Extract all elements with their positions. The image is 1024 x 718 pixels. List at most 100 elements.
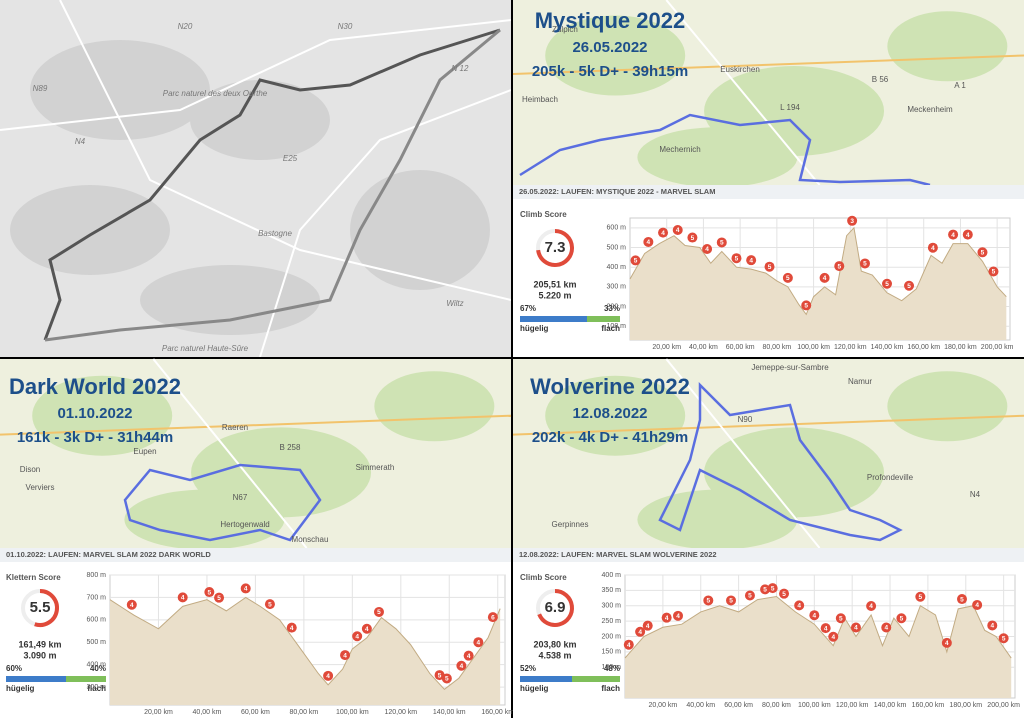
x-tick-label: 100,00 km — [336, 709, 369, 716]
panel-title: Dark World 2022 — [9, 374, 181, 399]
route — [519, 113, 931, 187]
x-tick-label: 40,00 km — [193, 709, 222, 716]
climb-marker — [623, 639, 634, 650]
map-label: Raeren — [222, 423, 248, 432]
map-woods — [637, 127, 798, 188]
climb-marker-label: 4 — [638, 629, 642, 636]
map-label: Dison — [20, 465, 40, 474]
distance: 203,80 km — [533, 639, 576, 649]
split-bar — [6, 676, 66, 682]
x-tick-label: 120,00 km — [834, 344, 867, 351]
climb-marker-label: 5 — [839, 615, 843, 622]
map-label: Verviers — [26, 483, 55, 492]
climb-marker — [819, 272, 830, 283]
x-tick-label: 140,00 km — [874, 702, 907, 709]
climb-marker-label: 5 — [691, 235, 695, 242]
climb-marker-label: 5 — [863, 261, 867, 268]
climb-marker — [828, 631, 839, 642]
map-label: Profondeville — [867, 473, 914, 482]
x-tick-label: 160,00 km — [912, 702, 945, 709]
climb-marker — [487, 612, 498, 623]
map-road — [512, 54, 1024, 75]
panel-header-text: 12.08.2022: LAUFEN: MARVEL SLAM WOLVERIN… — [519, 550, 717, 559]
panel-date: 01.10.2022 — [57, 405, 132, 422]
climb-marker-label: 5 — [720, 240, 724, 247]
climb-marker — [373, 606, 384, 617]
y-tick-label: 300 m — [602, 603, 622, 610]
climb-marker — [782, 272, 793, 283]
y-tick-label: 400 m — [607, 264, 627, 271]
split-bar — [66, 676, 106, 682]
split-pct: 40% — [90, 664, 106, 673]
y-tick-label: 100 m — [607, 323, 627, 330]
map-label: N90 — [738, 415, 753, 424]
climb-marker-label: 4 — [181, 595, 185, 602]
map-woods — [124, 489, 285, 550]
climb-marker-label: 4 — [676, 227, 680, 234]
climb-marker — [264, 599, 275, 610]
climb-marker-label: 5 — [804, 303, 808, 310]
x-tick-label: 80,00 km — [762, 702, 791, 709]
climb-marker — [760, 584, 771, 595]
panel-header — [513, 185, 1024, 199]
map-label: N67 — [233, 493, 248, 502]
climb-marker — [915, 591, 926, 602]
map-label: N4 — [970, 490, 981, 499]
climb-marker — [726, 595, 737, 606]
climb-marker-label: 5 — [729, 598, 733, 605]
climb-marker-label: 4 — [966, 232, 970, 239]
map-label: E25 — [283, 154, 298, 163]
climb-marker-label: 4 — [467, 653, 471, 660]
map-woods — [637, 489, 798, 550]
climb-marker — [835, 613, 846, 624]
x-tick-label: 80,00 km — [289, 709, 318, 716]
climb-marker — [767, 583, 778, 594]
map-label: N4 — [75, 137, 86, 146]
climb-marker — [635, 626, 646, 637]
climb-marker-label: 4 — [460, 663, 464, 670]
climb-marker-label: 4 — [355, 633, 359, 640]
map-label: Parc naturel des deux Ourthe — [163, 89, 268, 98]
climb-marker — [977, 247, 988, 258]
x-tick-label: 40,00 km — [689, 344, 718, 351]
climb-marker-label: 4 — [676, 613, 680, 620]
climb-marker — [834, 261, 845, 272]
climb-marker-label: 5 — [208, 589, 212, 596]
profile-line — [624, 595, 1012, 659]
climb-marker — [361, 623, 372, 634]
y-tick-label: 100 m — [602, 664, 622, 671]
climb-marker-label: 5 — [268, 601, 272, 608]
climb-marker — [661, 612, 672, 623]
y-tick-label: 600 m — [87, 617, 107, 624]
climb-marker — [866, 600, 877, 611]
climb-marker-label: 4 — [343, 652, 347, 659]
climb-marker — [962, 229, 973, 240]
climb-marker-label: 5 — [706, 598, 710, 605]
climb-marker-label: 4 — [130, 602, 134, 609]
x-tick-label: 100,00 km — [797, 344, 830, 351]
score-label: Climb Score — [520, 573, 567, 582]
map-woods — [10, 40, 490, 335]
x-tick-label: 20,00 km — [144, 709, 173, 716]
map-road — [665, 358, 821, 549]
climb-marker-label: 4 — [813, 612, 817, 619]
y-tick-label: 150 m — [602, 649, 622, 656]
climb-marker-label: 6 — [491, 614, 495, 621]
climb-marker-label: 5 — [960, 596, 964, 603]
climb-marker — [340, 650, 351, 661]
climb-marker — [352, 631, 363, 642]
climb-marker-label: 4 — [627, 642, 631, 649]
x-tick-label: 140,00 km — [433, 709, 466, 716]
score-gauge — [537, 589, 574, 627]
overview-route — [44, 28, 501, 342]
split-name: flach — [601, 684, 620, 693]
climb-marker — [998, 633, 1009, 644]
climb-marker — [941, 637, 952, 648]
climb-marker-label: 5 — [786, 275, 790, 282]
x-tick-label: 160,00 km — [481, 709, 514, 716]
climb-marker-label: 5 — [1002, 635, 1006, 642]
distance: 161,49 km — [18, 639, 61, 649]
map-label: A 1 — [954, 81, 966, 90]
climb-marker-label: 5 — [748, 593, 752, 600]
map-label: Namur — [848, 377, 872, 386]
